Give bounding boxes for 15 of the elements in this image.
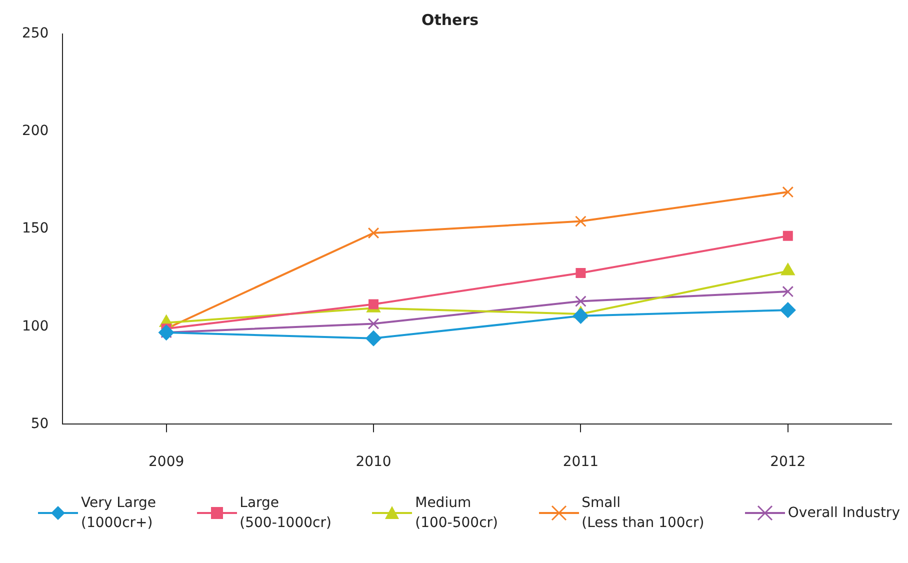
chart-title: Others: [421, 10, 479, 29]
x-tick-label: 2012: [770, 454, 806, 470]
legend-label: Small (Less than 100cr): [582, 494, 704, 533]
legend-label: Medium (100-500cr): [415, 494, 498, 533]
y-tick-label: 100: [22, 318, 49, 334]
x-tick-label: 2011: [562, 454, 599, 470]
y-tick-label: 150: [22, 220, 49, 237]
x-tick-label: 2009: [148, 454, 184, 470]
legend-label: Overall Industry: [788, 504, 900, 523]
x-tick-label: 2010: [356, 454, 392, 470]
y-tick-label: 250: [22, 26, 49, 42]
y-tick-label: 200: [22, 123, 49, 140]
legend-label: Large (500-1000cr): [240, 494, 332, 533]
legend-label: Very Large (1000cr+): [81, 494, 156, 533]
y-tick-label: 50: [30, 416, 49, 432]
